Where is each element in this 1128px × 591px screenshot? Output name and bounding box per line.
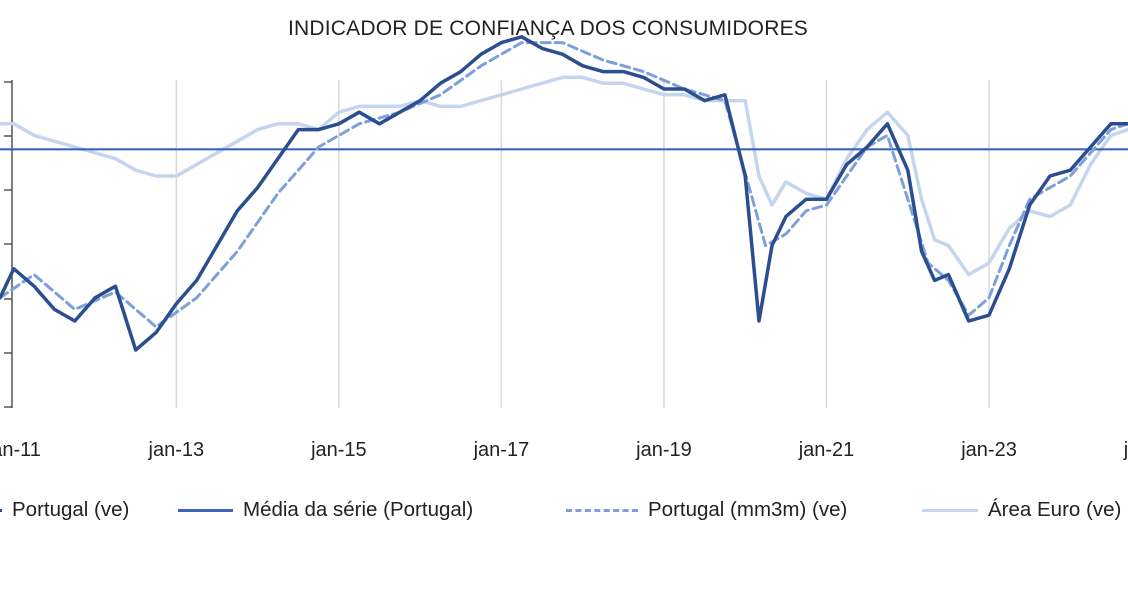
x-tick-label-jan-21: jan-21: [798, 439, 855, 461]
x-tick-label-jan-11: jan-11: [0, 439, 41, 461]
x-tick-label-jan-25: jan-25: [1123, 439, 1128, 461]
legend-item-area-euro: Área Euro (ve): [922, 493, 1121, 527]
x-tick-label-jan-17: jan-17: [473, 439, 530, 461]
chart-title: INDICADOR DE CONFIANÇA DOS CONSUMIDORES: [287, 17, 808, 40]
x-tick-label-jan-13: jan-13: [148, 439, 205, 461]
chart-plot-area: jan-11 jan-13 jan-15 jan-17 jan-19 jan-21 jan-…: [0, 35, 1128, 461]
x-axis-ticks: jan-11 jan-13 jan-15 jan-17 jan-19 jan-21 jan-…: [0, 439, 1128, 461]
legend-label-media: Média da série (Portugal): [243, 498, 474, 521]
legend-swatch-area-euro: [922, 508, 978, 512]
legend-item-media: Média da série (Portugal): [178, 493, 473, 527]
series-line-portugal-ve: [0, 35, 1128, 352]
series-layer: [0, 35, 1128, 352]
y-axis: [4, 80, 13, 408]
legend: Portugal (ve) Média da série (Portugal) …: [0, 493, 1128, 527]
x-tick-label-jan-15: jan-15: [310, 439, 367, 461]
legend-label-portugal-mm3m: Portugal (mm3m) (ve): [648, 498, 848, 521]
legend-item-portugal: Portugal (ve): [0, 493, 129, 527]
x-tick-label-jan-19: jan-19: [635, 439, 692, 461]
legend-swatch-media: [178, 508, 233, 512]
legend-swatch-portugal: [0, 508, 2, 512]
legend-item-portugal-mm3m: Portugal (mm3m) (ve): [566, 493, 847, 527]
series-line-portugal-mm3m-ve: [0, 41, 1128, 329]
legend-swatch-portugal-mm3m: [566, 508, 638, 512]
grid-layer: [175, 80, 990, 408]
series-line-rea-euro-ve: [0, 75, 1128, 277]
legend-label-portugal: Portugal (ve): [12, 498, 130, 521]
legend-label-area-euro: Área Euro (ve): [988, 498, 1122, 521]
x-tick-label-jan-23: jan-23: [960, 439, 1017, 461]
